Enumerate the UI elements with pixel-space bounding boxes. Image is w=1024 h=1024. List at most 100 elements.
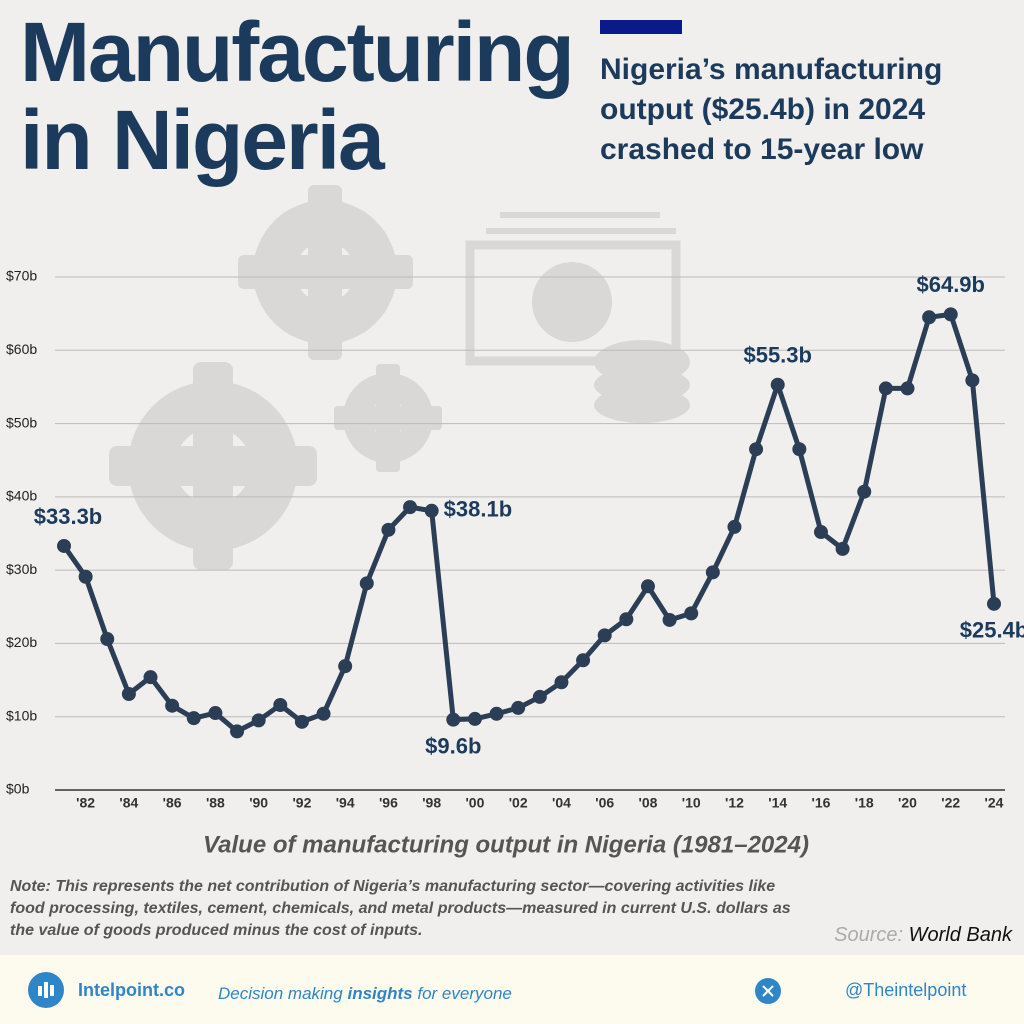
tagline: Decision making insights for everyone bbox=[218, 984, 512, 1004]
x-tick-label: '20 bbox=[898, 795, 917, 811]
point bbox=[532, 689, 547, 704]
accent-bar bbox=[600, 20, 682, 34]
point bbox=[467, 711, 482, 726]
note: Note: This represents the net contributi… bbox=[10, 878, 791, 939]
point bbox=[770, 377, 785, 392]
point bbox=[684, 606, 699, 621]
point bbox=[705, 565, 720, 580]
x-tick-label: '00 bbox=[465, 795, 484, 811]
point bbox=[640, 579, 655, 594]
x-tick-label: '86 bbox=[163, 795, 182, 811]
y-tick-label: $70b bbox=[6, 268, 37, 284]
value-label: $64.9b bbox=[916, 272, 985, 297]
point bbox=[922, 310, 937, 325]
x-tick-label: '22 bbox=[941, 795, 960, 811]
y-tick-label: $10b bbox=[6, 707, 37, 723]
x-tick-label: '90 bbox=[249, 795, 268, 811]
x-tick-label: '12 bbox=[725, 795, 744, 811]
point bbox=[749, 442, 764, 457]
x-tick-label: '24 bbox=[985, 795, 1004, 811]
source-name: World Bank bbox=[908, 924, 1012, 946]
chart: $0b $10b $20b $30b $40b $50b $60b $70b '82 '84 '86… bbox=[6, 185, 1024, 858]
tagline-emphasis: insights bbox=[347, 984, 413, 1003]
point bbox=[900, 381, 915, 396]
point bbox=[597, 628, 612, 643]
x-tick-label: '18 bbox=[855, 795, 874, 811]
point bbox=[359, 576, 374, 591]
site[interactable]: Intelpoint.co bbox=[78, 980, 185, 1000]
x-tick-label: '08 bbox=[639, 795, 658, 811]
subtitle: Nigeria’s manufacturing output ($25.4b) … bbox=[600, 53, 943, 166]
point bbox=[576, 653, 591, 668]
point bbox=[965, 373, 980, 388]
x-tick-label: '98 bbox=[422, 795, 441, 811]
point bbox=[424, 503, 439, 518]
x-tick-label: '16 bbox=[812, 795, 831, 811]
point bbox=[403, 500, 418, 515]
x-tick-label: '88 bbox=[206, 795, 225, 811]
value-label: $33.3b bbox=[34, 504, 103, 529]
x-tick-label: '06 bbox=[595, 795, 614, 811]
point bbox=[987, 596, 1001, 611]
title: Manufacturing in Nigeria bbox=[20, 5, 575, 187]
x-tick-label: '04 bbox=[552, 795, 571, 811]
point bbox=[208, 706, 223, 721]
point bbox=[338, 659, 353, 674]
point bbox=[792, 442, 807, 457]
y-tick-label: $60b bbox=[6, 341, 37, 357]
point bbox=[143, 670, 158, 685]
point bbox=[511, 700, 526, 715]
point bbox=[100, 632, 115, 647]
x-tick-label: '82 bbox=[76, 795, 95, 811]
point bbox=[78, 569, 93, 584]
point bbox=[165, 698, 180, 713]
point bbox=[446, 712, 461, 727]
point bbox=[251, 713, 266, 728]
value-label: $55.3b bbox=[743, 343, 812, 368]
decor-icons bbox=[109, 185, 690, 570]
point bbox=[835, 541, 850, 556]
point bbox=[489, 706, 504, 721]
y-tick-label: $30b bbox=[6, 561, 37, 577]
point bbox=[186, 711, 201, 726]
source-label: Source: bbox=[834, 924, 904, 946]
point bbox=[57, 538, 71, 553]
y-tick-label: $0b bbox=[6, 781, 30, 797]
tagline-text: for everyone bbox=[417, 984, 512, 1003]
value-label: $25.4b bbox=[960, 618, 1024, 643]
x-icon[interactable] bbox=[755, 978, 781, 1004]
tagline-text: Decision making bbox=[218, 984, 343, 1003]
footer: Intelpoint.co Decision making insights f… bbox=[0, 955, 1024, 1024]
point bbox=[316, 706, 331, 721]
y-tick-label: $50b bbox=[6, 414, 37, 430]
x-tick-label: '14 bbox=[768, 795, 787, 811]
point bbox=[943, 307, 958, 322]
x-tick-label: '96 bbox=[379, 795, 398, 811]
point bbox=[554, 675, 569, 690]
point bbox=[857, 484, 872, 499]
x-tick-label: '92 bbox=[292, 795, 311, 811]
point bbox=[121, 686, 136, 701]
point bbox=[619, 612, 634, 627]
handle[interactable]: @Theintelpoint bbox=[845, 980, 967, 1000]
point bbox=[230, 724, 245, 739]
point bbox=[813, 525, 828, 540]
source: Source: World Bank bbox=[834, 924, 1012, 947]
x-tick-label: '84 bbox=[119, 795, 138, 811]
x-tick-label: '94 bbox=[336, 795, 355, 811]
logo bbox=[28, 972, 64, 1008]
x-axis-label: Value of manufacturing output in Nigeria… bbox=[203, 831, 809, 858]
point bbox=[294, 714, 309, 729]
point bbox=[381, 522, 396, 537]
value-label: $38.1b bbox=[444, 497, 513, 522]
point bbox=[878, 381, 893, 396]
x-tick-label: '10 bbox=[682, 795, 701, 811]
value-label: $9.6b bbox=[425, 733, 481, 758]
x-tick-label: '02 bbox=[509, 795, 528, 811]
point bbox=[662, 612, 677, 627]
y-tick-label: $40b bbox=[6, 488, 37, 504]
point bbox=[273, 697, 288, 712]
y-tick-label: $20b bbox=[6, 634, 37, 650]
point bbox=[727, 519, 742, 534]
